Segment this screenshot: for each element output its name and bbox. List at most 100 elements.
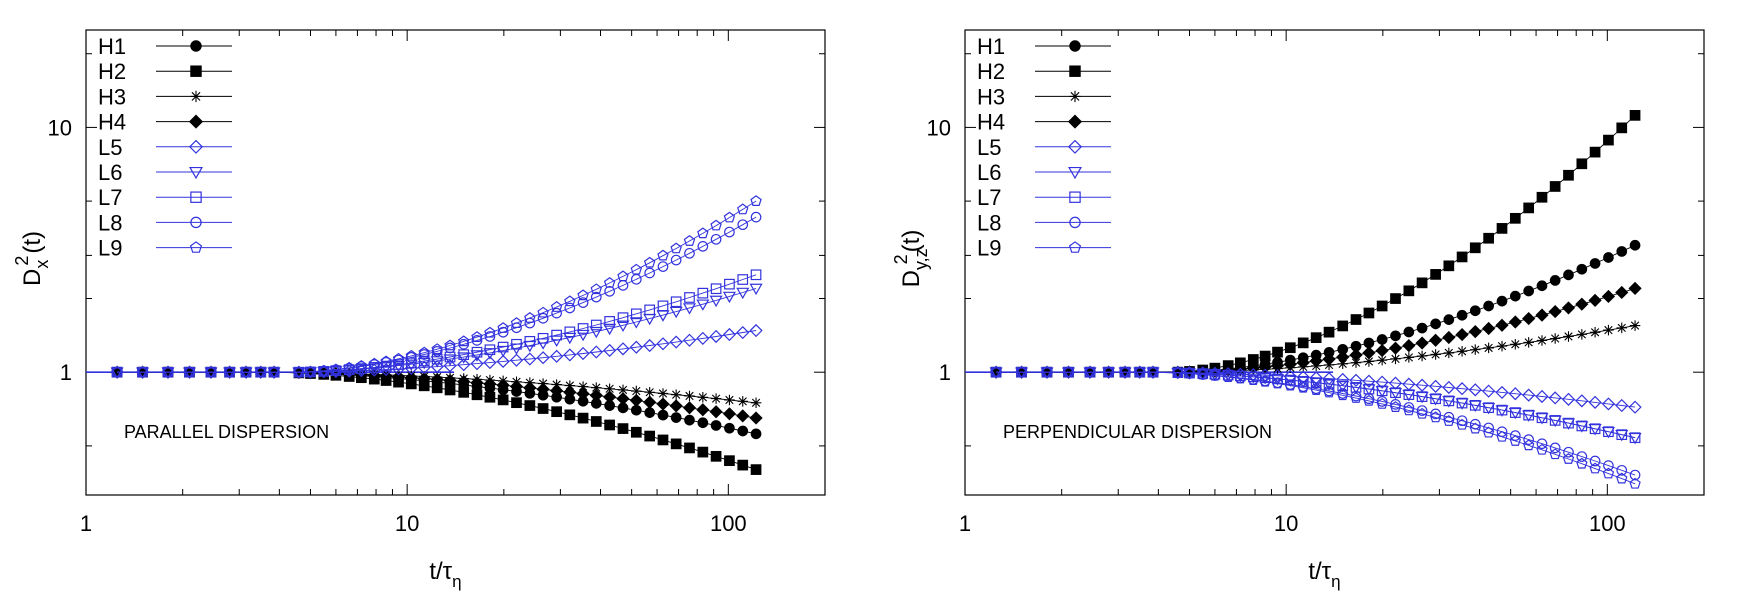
data-point bbox=[1416, 391, 1428, 402]
data-point bbox=[368, 357, 380, 369]
data-point bbox=[457, 358, 471, 372]
data-point bbox=[604, 316, 615, 327]
data-point bbox=[1482, 426, 1495, 438]
data-point bbox=[736, 325, 750, 340]
x-tick-label: 100 bbox=[1589, 511, 1626, 536]
data-point bbox=[736, 409, 750, 423]
data-point bbox=[1589, 146, 1601, 158]
data-point bbox=[643, 256, 656, 268]
data-point bbox=[750, 397, 762, 409]
data-point bbox=[483, 377, 497, 391]
data-point bbox=[1390, 293, 1401, 304]
series-L9 bbox=[111, 195, 762, 378]
data-point bbox=[330, 363, 342, 375]
data-point bbox=[1575, 297, 1589, 311]
data-point bbox=[496, 354, 510, 369]
data-point bbox=[1350, 392, 1362, 403]
data-point bbox=[750, 269, 762, 281]
data-point bbox=[239, 367, 253, 379]
data-point bbox=[1603, 426, 1614, 438]
series-L7 bbox=[111, 269, 762, 378]
data-point bbox=[616, 320, 630, 332]
data-point bbox=[1561, 392, 1576, 406]
data-point bbox=[1390, 387, 1401, 399]
x-axis-label: t/τη bbox=[1308, 558, 1340, 591]
data-point bbox=[630, 263, 643, 275]
data-point bbox=[710, 219, 722, 231]
data-point bbox=[317, 366, 331, 379]
data-point bbox=[656, 397, 670, 411]
data-point bbox=[1296, 356, 1310, 370]
data-point bbox=[629, 317, 643, 329]
data-point bbox=[1350, 314, 1362, 325]
data-point bbox=[722, 407, 737, 421]
data-point bbox=[697, 417, 709, 429]
data-point bbox=[657, 249, 669, 261]
data-point bbox=[1549, 442, 1561, 454]
data-point bbox=[1375, 375, 1389, 389]
data-point bbox=[1589, 423, 1601, 435]
data-point bbox=[631, 385, 642, 397]
data-point bbox=[1102, 366, 1115, 378]
data-point bbox=[1523, 409, 1535, 421]
data-point bbox=[1455, 327, 1469, 342]
x-axis: 1 10 100 bbox=[959, 30, 1705, 536]
data-point bbox=[1456, 415, 1468, 427]
series-L8 bbox=[111, 211, 762, 378]
data-point bbox=[484, 344, 496, 356]
data-point bbox=[696, 331, 710, 345]
data-point bbox=[722, 291, 736, 304]
data-point bbox=[1390, 330, 1401, 342]
data-point bbox=[1535, 389, 1549, 404]
data-point bbox=[1495, 385, 1509, 400]
data-point bbox=[497, 322, 509, 333]
data-point bbox=[1403, 285, 1415, 297]
data-point bbox=[470, 350, 484, 362]
x-tick-label: 1 bbox=[80, 511, 92, 536]
data-point bbox=[644, 304, 656, 316]
data-point bbox=[1376, 385, 1388, 397]
data-point bbox=[509, 353, 524, 367]
data-point bbox=[1040, 367, 1054, 379]
x-tick-label: 100 bbox=[710, 511, 747, 536]
data-point bbox=[267, 367, 281, 379]
data-point bbox=[670, 389, 682, 400]
data-point bbox=[1589, 258, 1601, 269]
data-point bbox=[1603, 460, 1614, 471]
data-point bbox=[709, 295, 723, 308]
data-point bbox=[669, 306, 683, 319]
data-point bbox=[1589, 462, 1601, 474]
data-point bbox=[497, 394, 509, 406]
data-point bbox=[111, 366, 123, 378]
legend-label: L5 bbox=[98, 135, 122, 160]
data-point bbox=[1209, 369, 1221, 381]
legend-marker bbox=[190, 40, 202, 52]
data-point bbox=[750, 428, 762, 440]
data-point bbox=[1403, 352, 1415, 363]
data-point bbox=[1615, 398, 1629, 413]
data-point bbox=[392, 352, 405, 364]
data-point bbox=[710, 283, 722, 295]
data-point bbox=[1259, 372, 1271, 384]
data-point bbox=[563, 348, 577, 362]
legend-label: L7 bbox=[98, 185, 122, 210]
data-point bbox=[1443, 347, 1455, 359]
data-point bbox=[1337, 389, 1349, 401]
data-point bbox=[1536, 280, 1548, 292]
data-point bbox=[1456, 397, 1468, 409]
data-point bbox=[1603, 252, 1614, 263]
data-point bbox=[724, 455, 735, 467]
data-point bbox=[1536, 191, 1548, 203]
data-point bbox=[182, 367, 197, 379]
data-point bbox=[564, 409, 576, 421]
data-point bbox=[1363, 307, 1375, 319]
data-point bbox=[1483, 342, 1494, 354]
data-point bbox=[749, 411, 763, 425]
annotation: PERPENDICULAR DISPERSION bbox=[1003, 422, 1272, 442]
data-point bbox=[737, 219, 749, 231]
data-point bbox=[1133, 367, 1147, 379]
data-point bbox=[736, 287, 750, 300]
y-tick-label: 10 bbox=[927, 115, 951, 140]
data-point bbox=[551, 307, 562, 319]
data-point bbox=[749, 283, 763, 296]
